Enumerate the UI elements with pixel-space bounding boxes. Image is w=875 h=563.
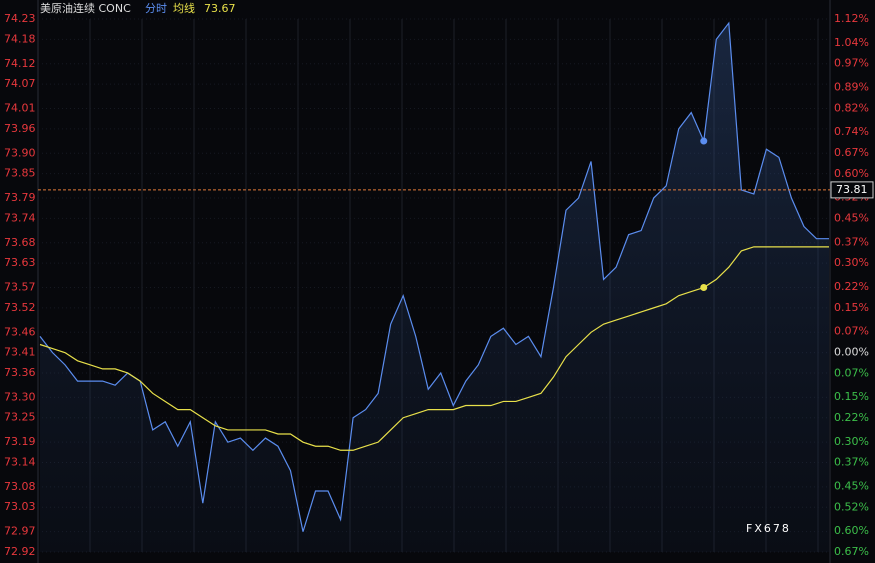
- y-tick-label: 73.90: [4, 146, 36, 159]
- legend-entry: 均线: [173, 1, 195, 15]
- y-tick-label: 73.96: [4, 122, 36, 135]
- y2-tick-label: 0.45%: [834, 479, 869, 492]
- watermark: FX678: [746, 522, 791, 535]
- y2-tick-label: 0.30%: [834, 435, 869, 448]
- legend-entry: 分时: [145, 2, 167, 15]
- chart-title: 美原油连续 CONC: [40, 1, 131, 15]
- y-tick-label: 72.92: [4, 545, 36, 558]
- y2-tick-label: 0.37%: [834, 456, 869, 469]
- y2-tick-label: 0.97%: [834, 57, 869, 70]
- price-area: [40, 23, 829, 552]
- y2-tick-label: 0.67%: [834, 146, 869, 159]
- y-tick-label: 73.57: [4, 281, 36, 294]
- y2-tick-label: 1.12%: [834, 12, 869, 25]
- plot: [38, 21, 830, 552]
- y-tick-label: 73.41: [4, 346, 36, 359]
- y-tick-label: 73.03: [4, 500, 36, 513]
- y-tick-label: 73.14: [4, 455, 36, 468]
- y2-tick-label: 1.04%: [834, 36, 869, 49]
- highlight-dot: [700, 284, 708, 292]
- y2-tick-label: 0.60%: [834, 524, 869, 537]
- y2-tick-label: 0.45%: [834, 212, 869, 225]
- y2-tick-label: 0.07%: [834, 325, 869, 338]
- y2-tick-label: 0.60%: [834, 167, 869, 180]
- y-tick-label: 74.18: [4, 32, 36, 45]
- last-price-label: 73.81: [836, 183, 868, 196]
- y2-tick-label: 0.15%: [834, 301, 869, 314]
- y2-tick-label: 0.07%: [834, 366, 869, 379]
- y-tick-label: 73.68: [4, 236, 36, 249]
- y-tick-label: 74.07: [4, 77, 36, 90]
- y-tick-label: 73.36: [4, 366, 36, 379]
- y2-tick-label: 0.67%: [834, 545, 869, 558]
- y2-tick-label: 0.74%: [834, 125, 869, 138]
- ma-value: 73.67: [204, 2, 236, 15]
- y-tick-label: 73.25: [4, 411, 36, 424]
- y2-tick-label: 0.00%: [834, 345, 869, 358]
- y-tick-label: 73.85: [4, 167, 36, 180]
- y2-tick-label: 0.22%: [834, 280, 869, 293]
- y-tick-label: 73.08: [4, 480, 36, 493]
- highlight-dot: [700, 137, 708, 145]
- y-tick-label: 74.23: [4, 12, 36, 25]
- y-tick-label: 73.74: [4, 211, 36, 224]
- y2-tick-label: 0.37%: [834, 235, 869, 248]
- series-line: [39, 21, 829, 532]
- y2-tick-label: 0.89%: [834, 80, 869, 93]
- y-tick-label: 74.12: [4, 57, 36, 70]
- labels: 74.23 74.18 74.12 74.07 74.01 73.96 73.90 73.85…: [4, 12, 874, 558]
- series-line: [39, 246, 829, 451]
- y-tick-label: 73.46: [4, 325, 36, 338]
- y2-tick-label: 0.30%: [834, 256, 869, 269]
- last-price-box: [830, 181, 874, 199]
- y-tick-label: 73.63: [4, 256, 36, 269]
- y-tick-label: 73.79: [4, 191, 36, 204]
- y-tick-label: 72.97: [4, 525, 36, 538]
- y2-tick-label: 0.15%: [834, 390, 869, 403]
- y-tick-label: 73.30: [4, 390, 36, 403]
- y2-tick-label: 0.52%: [834, 500, 869, 513]
- y2-tick-label: 0.82%: [834, 101, 869, 114]
- y-tick-label: 73.52: [4, 301, 36, 314]
- y-tick-label: 74.01: [4, 102, 36, 115]
- y2-tick-label: 0.22%: [834, 411, 869, 424]
- y-tick-label: 73.19: [4, 435, 36, 448]
